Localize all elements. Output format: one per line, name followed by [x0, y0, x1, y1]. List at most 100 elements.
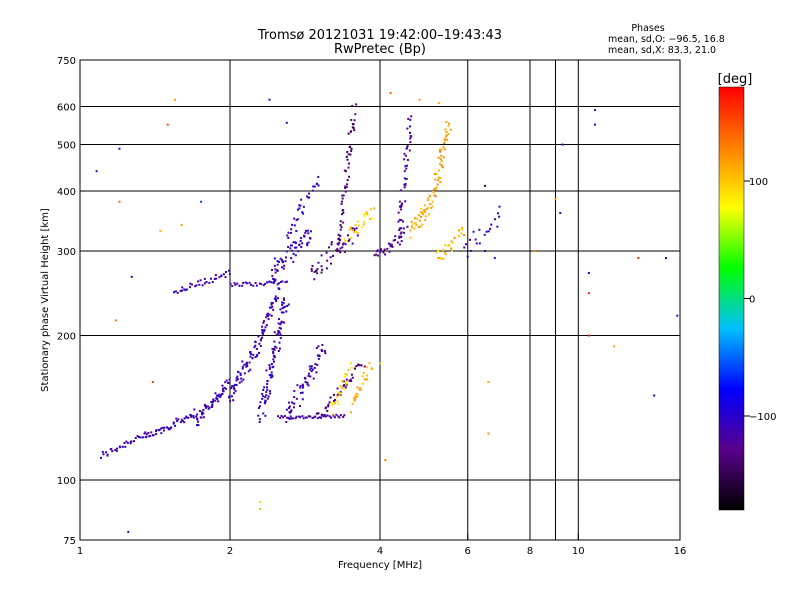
- echo-point: [424, 218, 427, 221]
- echo-point: [398, 243, 401, 246]
- echo-point: [487, 432, 490, 435]
- echo-point: [349, 237, 352, 240]
- echo-point: [403, 152, 406, 155]
- echo-point: [423, 204, 426, 207]
- echo-point: [637, 257, 640, 260]
- echo-point: [384, 253, 387, 256]
- echo-point: [400, 227, 403, 230]
- echo-point: [354, 113, 357, 116]
- echo-point: [271, 374, 274, 377]
- echo-point: [339, 228, 342, 231]
- echo-point: [309, 230, 312, 233]
- echo-point: [316, 268, 319, 271]
- echo-point: [338, 416, 341, 419]
- echo-point: [221, 384, 224, 387]
- echo-point: [435, 186, 438, 189]
- echo-point: [386, 247, 389, 250]
- echo-point: [232, 386, 235, 389]
- echo-point: [266, 388, 269, 391]
- echo-point: [412, 222, 415, 225]
- echo-point: [151, 434, 154, 437]
- echo-point: [398, 218, 401, 221]
- echo-point: [302, 384, 305, 387]
- echo-point: [258, 342, 261, 345]
- echo-point: [254, 356, 257, 359]
- echo-point: [143, 432, 146, 435]
- echo-point: [443, 141, 446, 144]
- echo-point: [355, 392, 358, 395]
- echo-point: [344, 185, 347, 188]
- echo-point: [364, 213, 367, 216]
- echo-point: [287, 303, 290, 306]
- echo-point: [450, 247, 453, 250]
- echo-point: [342, 387, 345, 390]
- echo-point: [280, 320, 283, 323]
- echo-point: [424, 215, 427, 218]
- echo-point: [217, 395, 220, 398]
- echo-point: [269, 306, 272, 309]
- echo-point: [496, 225, 499, 228]
- echo-point: [421, 213, 424, 216]
- echo-point: [118, 200, 121, 203]
- echo-point: [339, 247, 342, 250]
- echo-point: [328, 415, 331, 418]
- echo-point: [249, 368, 252, 371]
- echo-point: [197, 424, 200, 427]
- echo-point: [440, 258, 443, 261]
- echo-point: [200, 416, 203, 419]
- echo-point: [229, 400, 232, 403]
- echo-point: [202, 408, 205, 411]
- echo-point: [208, 406, 211, 409]
- echo-point: [443, 148, 446, 151]
- echo-point: [227, 396, 230, 399]
- echo-point: [266, 379, 269, 382]
- echo-point: [405, 177, 408, 180]
- echo-point: [282, 302, 285, 305]
- echo-point: [130, 275, 133, 278]
- echo-point: [353, 399, 356, 402]
- echo-point: [320, 349, 323, 352]
- echo-point: [411, 224, 414, 227]
- echo-point: [279, 323, 282, 326]
- echo-point: [160, 432, 163, 435]
- echo-point: [341, 197, 344, 200]
- echo-point: [316, 363, 319, 366]
- echo-point: [463, 234, 466, 237]
- echo-point: [400, 231, 403, 234]
- echo-point: [237, 378, 240, 381]
- echo-point: [285, 420, 288, 423]
- echo-point: [206, 405, 209, 408]
- echo-point: [453, 237, 456, 240]
- echo-point: [211, 401, 214, 404]
- echo-point: [205, 281, 208, 284]
- echo-point: [345, 186, 348, 189]
- echo-point: [350, 147, 353, 150]
- echo-point: [261, 336, 264, 339]
- echo-point: [466, 255, 469, 258]
- x-tick-label: 10: [572, 546, 585, 557]
- echo-point: [233, 388, 236, 391]
- echo-point: [281, 280, 284, 283]
- echo-point: [342, 415, 345, 418]
- x-tick-label: 8: [527, 546, 533, 557]
- echo-point: [255, 347, 258, 350]
- echo-point: [440, 164, 443, 167]
- echo-point: [311, 368, 314, 371]
- echo-point: [320, 348, 323, 351]
- colorbar: [718, 86, 745, 511]
- echo-point: [464, 243, 467, 246]
- echo-point: [309, 368, 312, 371]
- echo-point: [373, 207, 376, 210]
- echo-point: [204, 406, 207, 409]
- echo-point: [316, 417, 319, 420]
- echo-point: [399, 205, 402, 208]
- echo-point: [350, 373, 353, 376]
- echo-point: [277, 329, 280, 332]
- echo-point: [290, 410, 293, 413]
- echo-point: [273, 348, 276, 351]
- echo-point: [295, 397, 298, 400]
- echo-point: [450, 240, 453, 243]
- echo-point: [273, 280, 276, 283]
- echo-point: [210, 401, 213, 404]
- echo-point: [438, 162, 441, 165]
